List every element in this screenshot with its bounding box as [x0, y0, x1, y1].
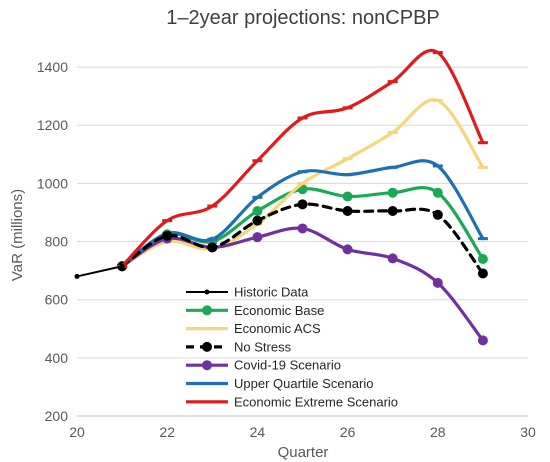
- legend-marker-covid-19-scenario: [202, 360, 212, 371]
- y-tick-label-400: 400: [45, 350, 69, 366]
- y-tick-label-200: 200: [45, 408, 69, 424]
- point-economic-base-28: [432, 187, 443, 198]
- x-axis-title: Quarter: [278, 444, 329, 461]
- legend-label-historic-data: Historic Data: [234, 285, 309, 300]
- series-line-upper-quartile-scenario: [120, 159, 485, 268]
- x-tick-label-20: 20: [69, 424, 85, 440]
- series-historic-data: [74, 263, 125, 279]
- y-tick-label-600: 600: [45, 292, 69, 308]
- series-line-historic-data: [76, 265, 124, 278]
- point-economic-base-27: [387, 187, 398, 198]
- legend-marker-historic-data: [204, 289, 210, 295]
- legend-marker-economic-base: [202, 305, 212, 316]
- legend: Historic Data Economic Base Economic ACS No…: [186, 285, 398, 409]
- legend-label-economic-acs: Economic ACS: [234, 321, 321, 336]
- legend-label-economic-base: Economic Base: [234, 303, 324, 318]
- point-no-stress-25: [297, 199, 308, 210]
- point-historic-data-21: [119, 263, 125, 269]
- chart-title: 1–2year projections: nonCPBP: [166, 7, 440, 29]
- point-covid-19-scenario-29: [477, 335, 488, 346]
- point-no-stress-24: [252, 215, 263, 226]
- x-tick-label-30: 30: [520, 424, 536, 440]
- legend-item-economic-extreme-scenario: Economic Extreme Scenario: [186, 394, 398, 409]
- legend-marker-no-stress: [202, 341, 212, 352]
- point-covid-19-scenario-27: [387, 253, 398, 264]
- legend-label-covid-19-scenario: Covid-19 Scenario: [234, 358, 341, 373]
- legend-item-upper-quartile-scenario: Upper Quartile Scenario: [186, 376, 373, 391]
- point-covid-19-scenario-25: [297, 223, 308, 234]
- point-covid-19-scenario-24: [252, 232, 263, 243]
- y-axis-title: VaR (millions): [9, 189, 26, 281]
- legend-label-no-stress: No Stress: [234, 339, 292, 354]
- point-covid-19-scenario-28: [432, 277, 443, 288]
- point-no-stress-26: [342, 206, 353, 217]
- x-tick-label-22: 22: [159, 424, 175, 440]
- legend-item-economic-acs: Economic ACS: [186, 321, 321, 336]
- point-economic-base-24: [252, 206, 263, 217]
- legend-item-economic-base: Economic Base: [186, 303, 324, 318]
- y-tick-label-1400: 1400: [37, 59, 68, 75]
- series-layer: [74, 48, 488, 346]
- series-economic-extreme-scenario: [117, 48, 488, 268]
- point-no-stress-29: [477, 268, 488, 279]
- point-covid-19-scenario-26: [342, 244, 353, 255]
- point-no-stress-23: [207, 242, 218, 253]
- x-tick-label-26: 26: [340, 424, 356, 440]
- point-economic-base-26: [342, 191, 353, 202]
- point-economic-base-29: [477, 253, 488, 264]
- point-no-stress-28: [432, 209, 443, 220]
- series-no-stress: [117, 199, 488, 279]
- y-tick-label-1000: 1000: [37, 175, 68, 191]
- legend-item-covid-19-scenario: Covid-19 Scenario: [186, 358, 341, 373]
- axes: 200 400 600 800 1000 1200 1400 20 22 24 26 28 30: [37, 59, 536, 440]
- series-upper-quartile-scenario: [117, 159, 488, 268]
- x-tick-label-28: 28: [430, 424, 446, 440]
- x-tick-label-24: 24: [250, 424, 266, 440]
- legend-item-no-stress: No Stress: [186, 339, 292, 354]
- point-no-stress-22: [162, 230, 173, 241]
- point-no-stress-27: [387, 206, 398, 217]
- legend-item-historic-data: Historic Data: [186, 285, 309, 300]
- legend-label-economic-extreme-scenario: Economic Extreme Scenario: [234, 394, 398, 409]
- y-tick-label-1200: 1200: [37, 117, 68, 133]
- point-historic-data-20: [74, 273, 80, 279]
- legend-label-upper-quartile-scenario: Upper Quartile Scenario: [234, 376, 373, 391]
- y-tick-label-800: 800: [45, 234, 69, 250]
